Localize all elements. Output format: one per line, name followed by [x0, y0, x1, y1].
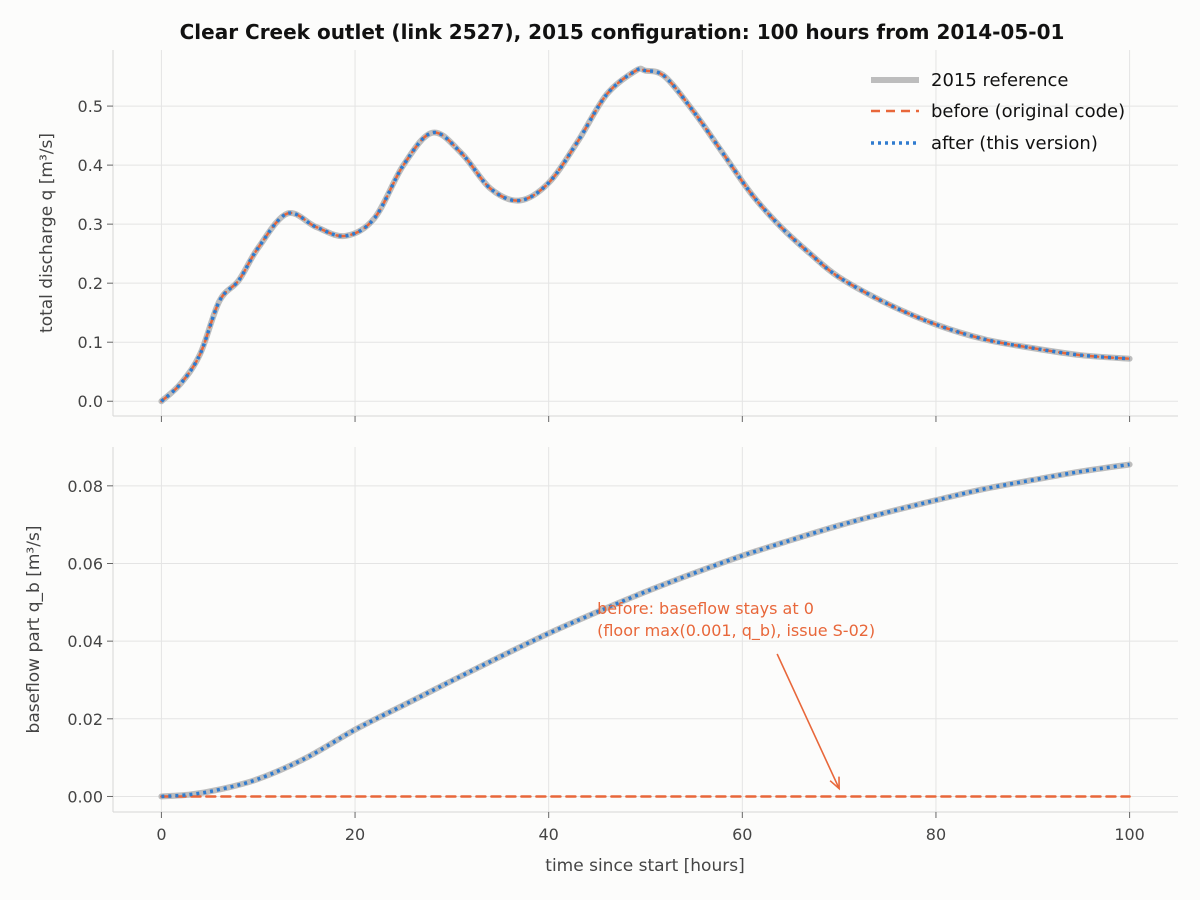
- baseflow-annotation: before: baseflow stays at 0 (floor max(0…: [597, 599, 875, 791]
- top-panel-series: [158, 65, 1133, 405]
- top-y-tick-label: 0.1: [78, 333, 103, 352]
- bottom-y-tick-label: 0.02: [67, 710, 103, 729]
- x-tick-label: 0: [156, 825, 166, 844]
- bottom-y-tick-label: 0.04: [67, 632, 103, 651]
- bottom-panel-baseflow: 0 20 40 60 80 100 0.00 0.02 0.04 0.06 0.08 baseflo…: [24, 447, 1178, 844]
- chart-title: Clear Creek outlet (link 2527), 2015 con…: [180, 20, 1065, 44]
- top-y-tick-label: 0.2: [78, 274, 103, 293]
- annotation-line-1: before: baseflow stays at 0: [597, 599, 814, 618]
- annotation-arrow-head: [829, 776, 840, 791]
- bottom-y-tick-label: 0.00: [67, 787, 103, 806]
- bottom-panel-ticks: 0 20 40 60 80 100 0.00 0.02 0.04 0.06 0.08: [67, 477, 1144, 844]
- bottom-panel-series: [158, 461, 1133, 800]
- top-y-tick-label: 0.3: [78, 215, 103, 234]
- annotation-line-2: (floor max(0.001, q_b), issue S-02): [597, 621, 875, 641]
- top-panel-discharge: 0.0 0.1 0.2 0.3 0.4 0.5 total discharge q [m³…: [37, 50, 1178, 422]
- bottom-y-tick-label: 0.06: [67, 554, 103, 573]
- bottom-series-reference: [158, 461, 1133, 800]
- top-y-tick-label: 0.5: [78, 97, 103, 116]
- x-tick-label: 100: [1114, 825, 1145, 844]
- x-tick-label: 60: [732, 825, 752, 844]
- legend: 2015 reference before (original code) af…: [871, 70, 1125, 154]
- bottom-y-tick-label: 0.08: [67, 477, 103, 496]
- top-panel-ylabel: total discharge q [m³/s]: [37, 133, 57, 333]
- legend-label-before: before (original code): [931, 101, 1125, 122]
- legend-label-reference: 2015 reference: [931, 70, 1068, 91]
- top-y-tick-label: 0.4: [78, 156, 103, 175]
- top-panel-ticks: 0.0 0.1 0.2 0.3 0.4 0.5: [78, 97, 1131, 422]
- legend-label-after: after (this version): [931, 133, 1098, 154]
- x-axis-label: time since start [hours]: [545, 856, 744, 876]
- top-panel-grid: [112, 50, 1178, 417]
- x-tick-label: 80: [926, 825, 946, 844]
- annotation-arrow-shaft: [776, 653, 840, 789]
- bottom-panel-ylabel: baseflow part q_b [m³/s]: [24, 526, 44, 734]
- x-tick-label: 20: [345, 825, 365, 844]
- top-series-after: [160, 66, 1130, 403]
- x-tick-label: 40: [539, 825, 559, 844]
- top-y-tick-label: 0.0: [78, 392, 103, 411]
